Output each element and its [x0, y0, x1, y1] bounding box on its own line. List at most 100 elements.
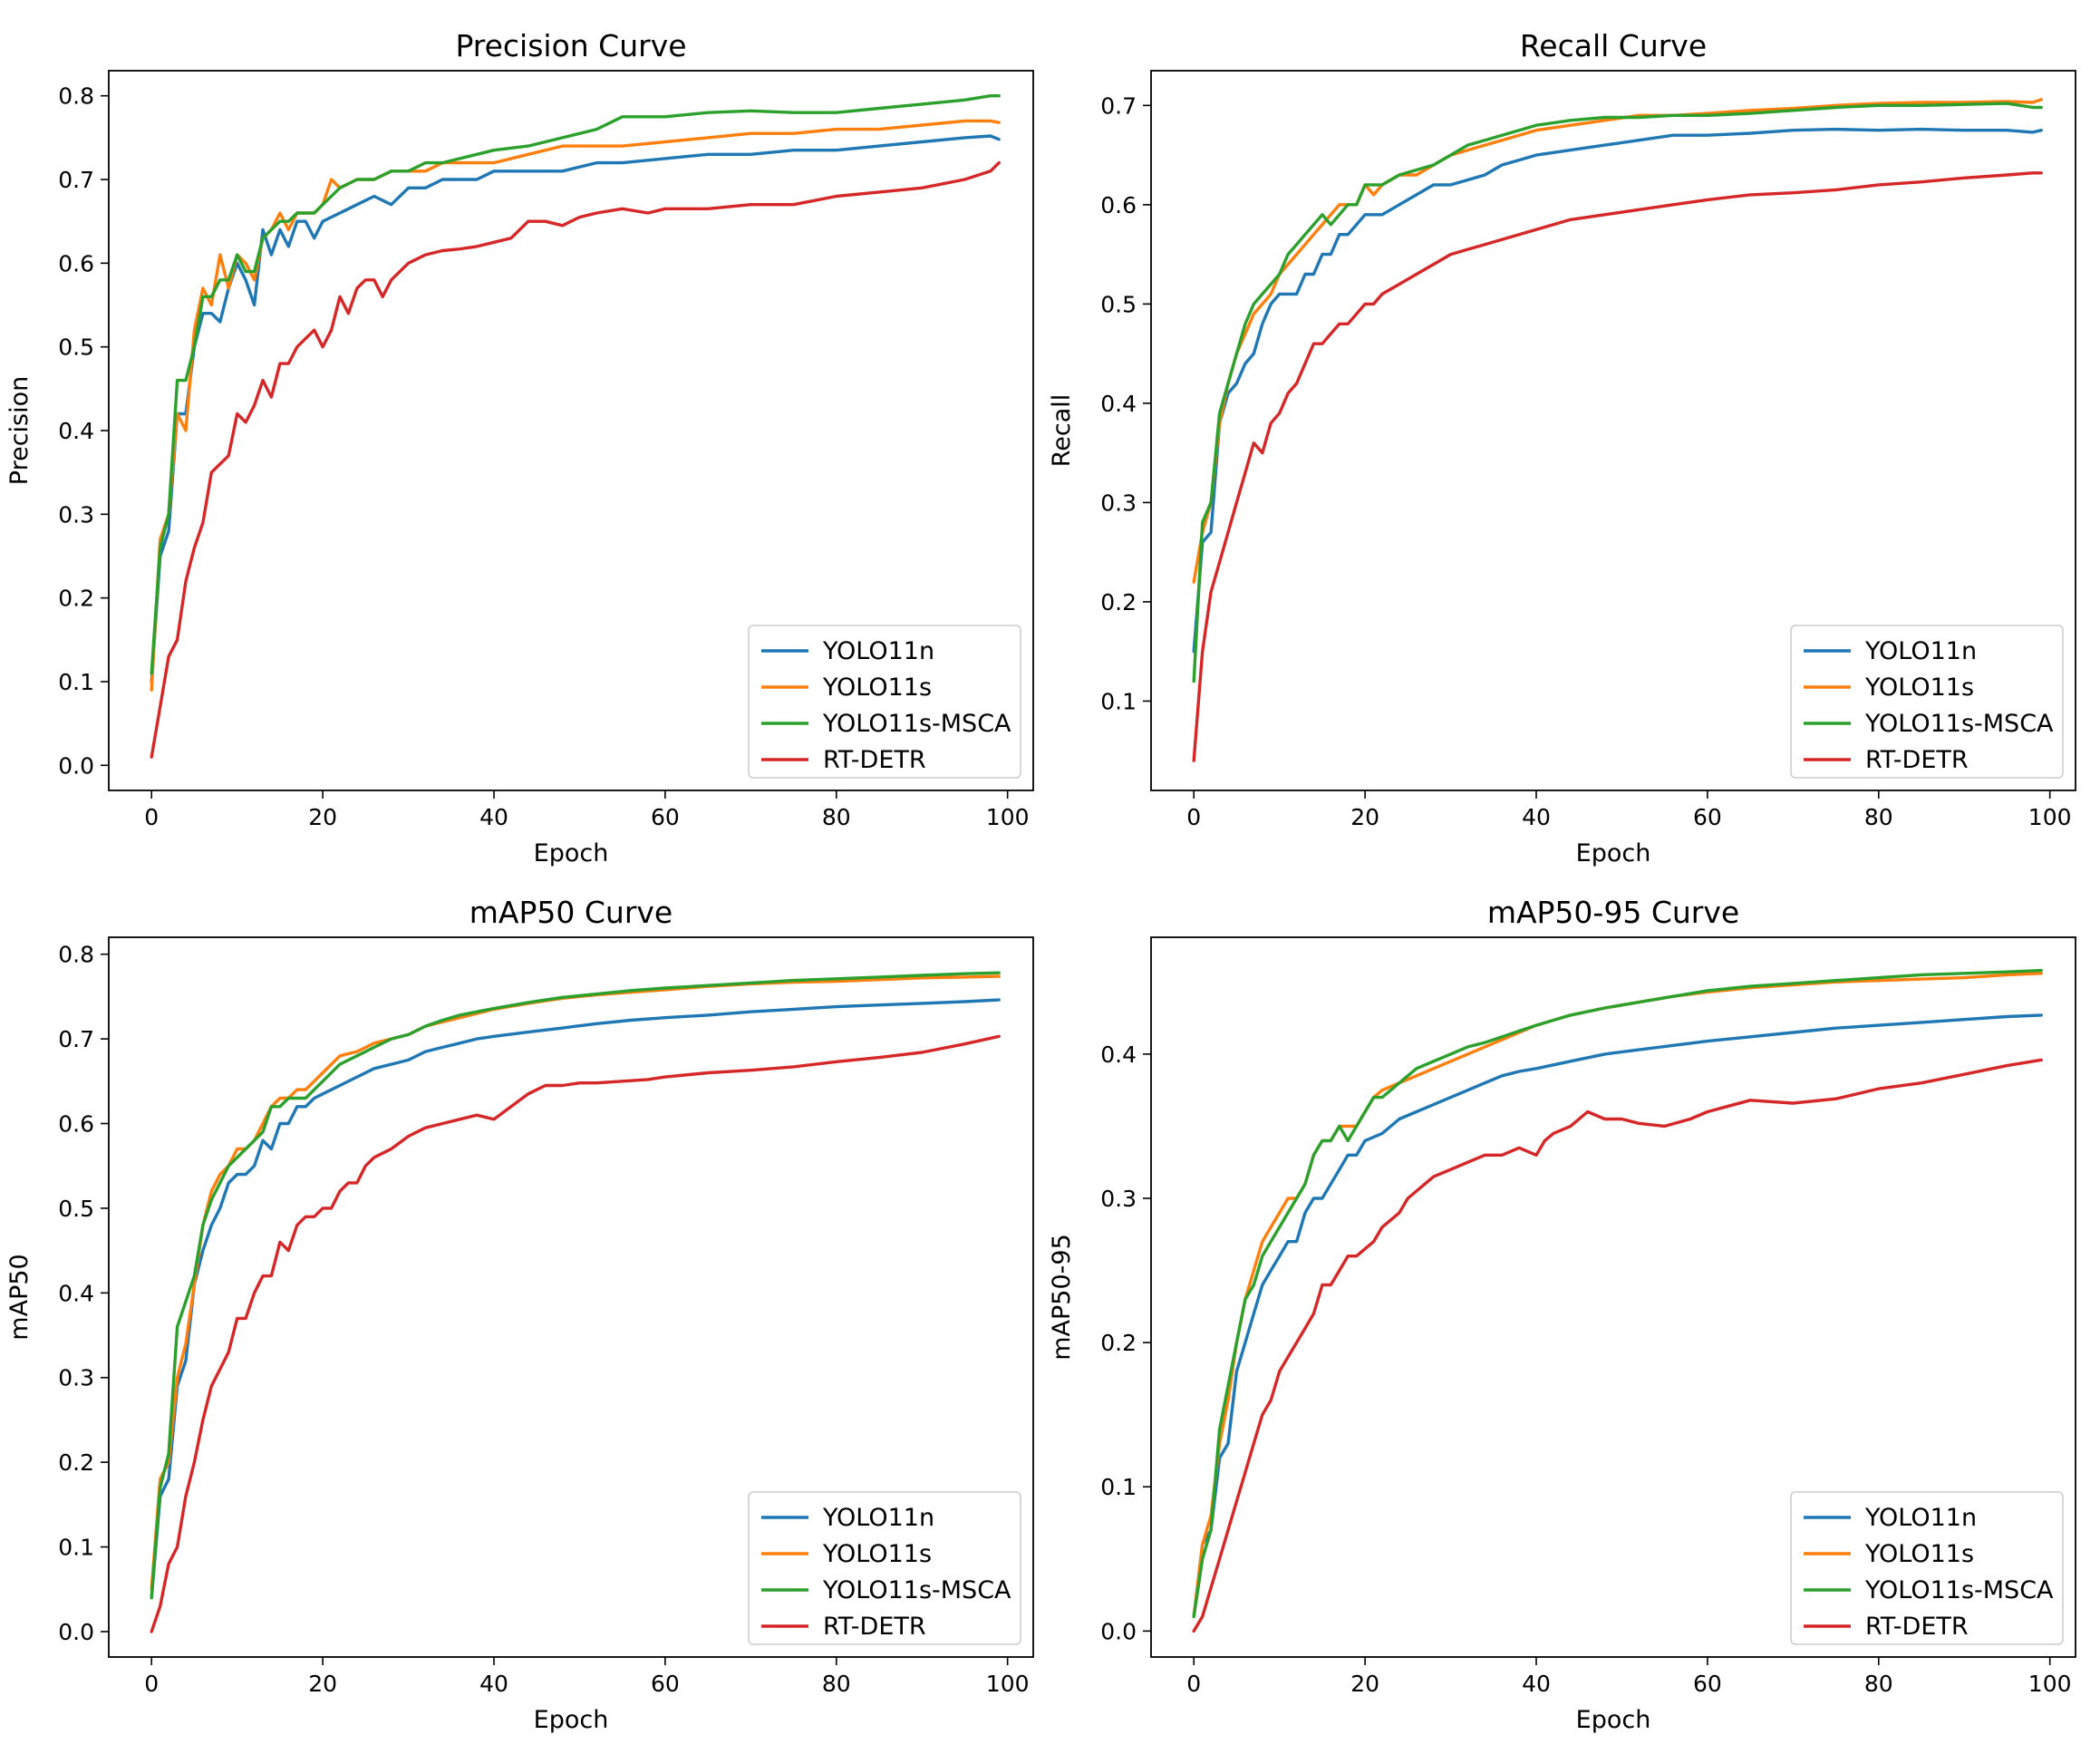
- chart-4-xtick-label: 0: [1186, 1671, 1201, 1697]
- chart-1-title: Precision Curve: [455, 28, 686, 63]
- chart-3-ytick-label: 0.0: [58, 1619, 94, 1645]
- chart-4-legend: YOLO11n YOLO11s YOLO11s-MSCA RT-DETR: [1790, 1491, 2064, 1645]
- chart-3-legend: YOLO11n YOLO11s YOLO11s-MSCA RT-DETR: [748, 1491, 1021, 1645]
- chart-1-xtick-label: 80: [822, 804, 851, 830]
- chart-2-xtick-label: 0: [1186, 804, 1201, 830]
- chart-4-ylabel: mAP50-95: [1048, 1234, 1076, 1361]
- chart-3-legend-label-yolo11s: YOLO11s: [822, 1540, 932, 1568]
- chart-1-ytick-label: 0.2: [58, 586, 94, 612]
- chart-1-ylabel: Precision: [5, 376, 34, 485]
- chart-3-xtick-label: 20: [308, 1671, 337, 1697]
- chart-1-legend: YOLO11n YOLO11s YOLO11s-MSCA RT-DETR: [748, 625, 1021, 779]
- chart-3-title: mAP50 Curve: [469, 895, 673, 930]
- chart-4: mAP50-95 Curve 0 20 40 60 80 100 0.0 0.1 0.2 0.3 0.…: [1048, 895, 2076, 1734]
- chart-4-title: mAP50-95 Curve: [1487, 895, 1739, 930]
- chart-4-legend-label-yolo11s-msca: YOLO11s-MSCA: [1864, 1576, 2054, 1604]
- chart-1-ytick-label: 0.7: [58, 167, 94, 193]
- chart-3-ytick-label: 0.6: [58, 1111, 94, 1138]
- chart-4-series-yolo11s-msca: [1192, 968, 2043, 1619]
- chart-1-legend-label-yolo11s: YOLO11s: [822, 673, 932, 702]
- chart-1-xlabel: Epoch: [534, 839, 609, 867]
- chart-2-series-yolo11n: [1192, 127, 2043, 654]
- chart-1: Precision Curve 0 20 40 60 80 100 0.0 0.1 0.2 0.3 0…: [5, 28, 1034, 867]
- chart-4-legend-label-yolo11n: YOLO11n: [1864, 1504, 1977, 1532]
- chart-1-legend-label-rt-detr: RT-DETR: [823, 746, 926, 774]
- chart-3-legend-label-yolo11s-msca: YOLO11s-MSCA: [822, 1576, 1011, 1604]
- chart-3-ytick-label: 0.3: [58, 1365, 94, 1391]
- chart-3-legend-label-rt-detr: RT-DETR: [823, 1613, 926, 1641]
- chart-1-ytick-label: 0.4: [58, 418, 94, 444]
- chart-4-xtick-label: 40: [1522, 1671, 1551, 1697]
- chart-1-plot-area: [150, 93, 1001, 759]
- chart-1-xtick-label: 100: [986, 804, 1030, 830]
- chart-2-xlabel: Epoch: [1576, 839, 1651, 867]
- chart-4-legend-label-rt-detr: RT-DETR: [1865, 1613, 1969, 1641]
- chart-2-ytick-label: 0.1: [1100, 688, 1137, 714]
- chart-3-series-rt-detr: [150, 1034, 1001, 1633]
- chart-4-ytick-label: 0.1: [1100, 1474, 1137, 1500]
- chart-2-xtick-label: 100: [2028, 804, 2072, 830]
- chart-3-xtick-label: 60: [651, 1671, 680, 1697]
- chart-2-ytick-label: 0.6: [1100, 192, 1137, 218]
- chart-3-ytick-label: 0.8: [58, 942, 94, 968]
- chart-3-xtick-label: 100: [986, 1671, 1030, 1697]
- chart-2-plot-area: [1192, 98, 2043, 762]
- chart-2-legend-label-yolo11s: YOLO11s: [1864, 673, 1974, 702]
- chart-2-ytick-label: 0.2: [1100, 589, 1137, 615]
- chart-2-title: Recall Curve: [1520, 28, 1707, 63]
- chart-1-legend-label-yolo11n: YOLO11n: [822, 637, 934, 665]
- chart-2-legend-box: [1790, 625, 2064, 779]
- chart-3-frame: [108, 936, 1034, 1658]
- chart-2-ytick-label: 0.3: [1100, 489, 1137, 516]
- chart-4-plot-area: [1192, 968, 2043, 1633]
- chart-3-xtick-label: 40: [479, 1671, 508, 1697]
- chart-1-xtick-label: 60: [651, 804, 680, 830]
- chart-4-xtick-label: 80: [1864, 1671, 1893, 1697]
- chart-4-xtick-label: 60: [1693, 1671, 1722, 1697]
- chart-1-legend-box: [748, 625, 1021, 779]
- chart-2-series-yolo11s-msca: [1192, 102, 2043, 683]
- chart-3-xtick-label: 80: [822, 1671, 851, 1697]
- chart-3-ytick-label: 0.7: [58, 1026, 94, 1052]
- chart-1-xtick-label: 40: [479, 804, 508, 830]
- chart-3-ylabel: mAP50: [5, 1254, 34, 1340]
- chart-3-xtick-label: 0: [144, 1671, 159, 1697]
- chart-1-xtick-label: 0: [144, 804, 159, 830]
- chart-4-series-rt-detr: [1192, 1058, 2043, 1633]
- chart-2-series-yolo11s: [1192, 98, 2043, 584]
- chart-1-frame: [108, 70, 1034, 791]
- chart-2-xtick-label: 60: [1693, 804, 1722, 830]
- chart-1-legend-label-yolo11s-msca: YOLO11s-MSCA: [822, 710, 1011, 738]
- chart-4-xlabel: Epoch: [1576, 1706, 1651, 1734]
- chart-3-ytick-label: 0.2: [58, 1449, 94, 1476]
- chart-1-series-yolo11s-msca: [150, 93, 1001, 675]
- chart-1-ytick-label: 0.0: [58, 752, 94, 779]
- chart-4-legend-label-yolo11s: YOLO11s: [1864, 1540, 1974, 1568]
- chart-3: mAP50 Curve 0 20 40 60 80 100 0.0 0.1 0.2 0.3 0.4 0.…: [5, 895, 1034, 1734]
- chart-3-series-yolo11s-msca: [150, 971, 1001, 1600]
- chart-1-series-yolo11n: [150, 134, 1001, 683]
- chart-3-ytick-label: 0.5: [58, 1196, 94, 1222]
- chart-2-ytick-label: 0.4: [1100, 391, 1137, 417]
- chart-1-series-yolo11s: [150, 119, 1001, 692]
- chart-1-ytick-label: 0.1: [58, 669, 94, 695]
- chart-3-plot-area: [150, 971, 1001, 1633]
- chart-3-ytick-label: 0.1: [58, 1535, 94, 1561]
- chart-2-legend-label-yolo11n: YOLO11n: [1864, 637, 1977, 665]
- chart-4-ytick-label: 0.3: [1100, 1186, 1137, 1212]
- chart-3-ytick-label: 0.4: [58, 1280, 94, 1306]
- chart-4-legend-box: [1790, 1491, 2064, 1645]
- chart-4-frame: [1150, 936, 2076, 1658]
- chart-2-ytick-label: 0.7: [1100, 92, 1137, 119]
- chart-2-legend-label-rt-detr: RT-DETR: [1865, 746, 1969, 774]
- chart-1-ytick-label: 0.3: [58, 501, 94, 528]
- chart-4-ytick-label: 0.0: [1100, 1618, 1137, 1644]
- chart-1-ytick-label: 0.5: [58, 334, 94, 361]
- chart-1-ytick-label: 0.8: [58, 83, 94, 110]
- chart-3-legend-label-yolo11n: YOLO11n: [822, 1504, 934, 1532]
- chart-2-ytick-label: 0.5: [1100, 291, 1137, 317]
- chart-3-xlabel: Epoch: [534, 1706, 609, 1734]
- chart-2-series-rt-detr: [1192, 171, 2043, 762]
- chart-1-ytick-label: 0.6: [58, 250, 94, 276]
